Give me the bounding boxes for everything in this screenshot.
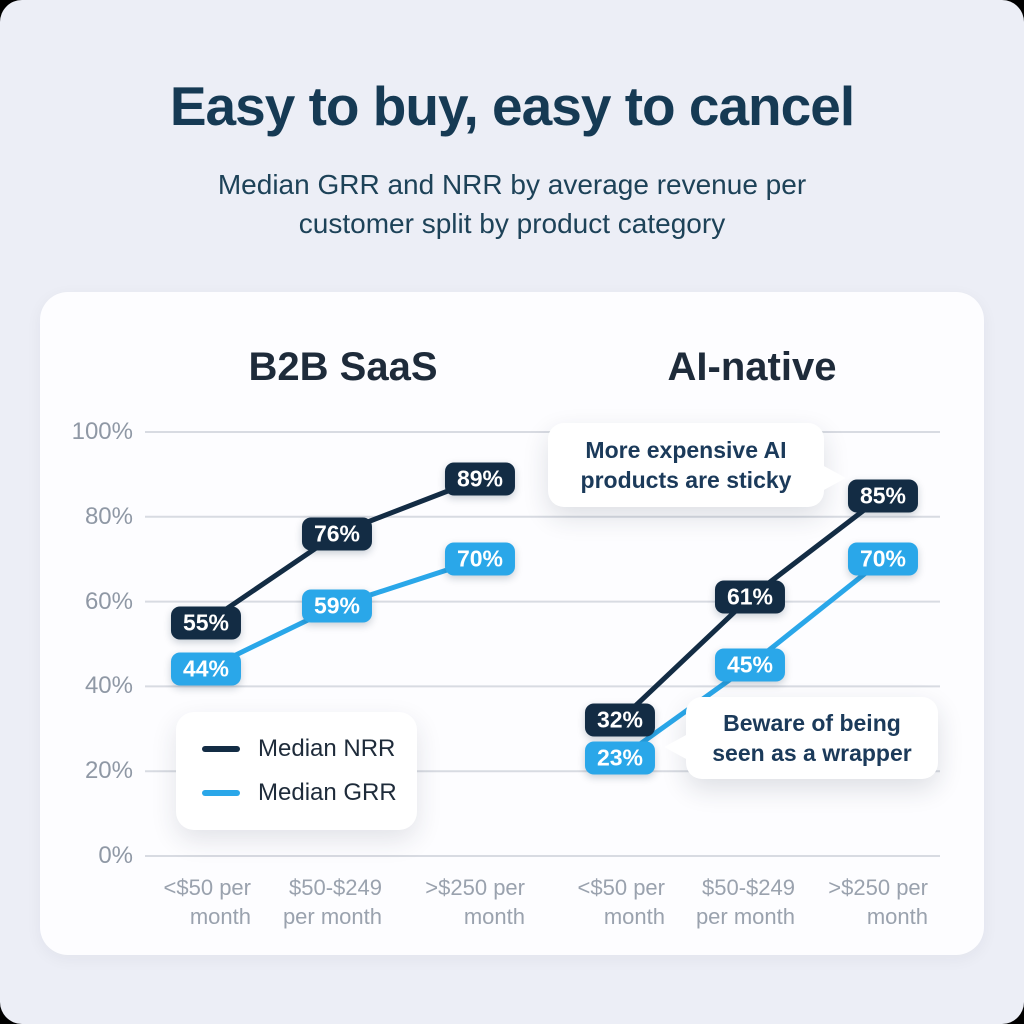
x-axis-tick: $50-$249 per month [222,873,382,931]
data-label-chip: 59% [301,589,373,623]
median-grr-line-swatch [202,790,240,796]
x-axis-tick: $50-$249 per month [635,873,795,931]
legend-item-median-nrr: Median NRR [202,735,417,763]
x-axis-tick-line: >$250 per [828,875,928,900]
y-axis-tick: 40% [84,672,133,700]
data-label-chip: 89% [444,462,516,496]
data-label-chip: 45% [714,648,786,682]
legend-label-median-grr: Median GRR [258,779,397,806]
data-label-chip: 23% [584,741,656,775]
x-axis-tick: >$250 per month [365,873,525,931]
callout-arrow-right-icon [822,465,846,491]
x-axis-tick-line: $50-$249 [702,875,795,900]
x-axis-tick-line: month [189,904,251,929]
x-axis-tick: <$50 per month [91,873,251,931]
callout-arrow-left-icon [664,734,688,760]
legend-item-median-grr: Median GRR [202,779,417,807]
page-title: Easy to buy, easy to cancel [169,75,855,137]
subtitle-line-2: customer split by product category [298,208,726,239]
x-axis-tick-line: month [866,904,928,929]
data-label-chip: 70% [847,542,919,576]
data-label-chip: 61% [714,580,786,614]
subtitle-line-1: Median GRR and NRR by average revenue pe… [217,169,807,200]
annotation-sticky-text: More expensive AI products are sticky [581,435,792,495]
data-label-chip: 32% [584,703,656,737]
x-axis-tick: <$50 per month [505,873,665,931]
annotation-wrapper-text: Beware of being seen as a wrapper [712,708,911,768]
x-axis-tick-line: >$250 per [425,875,525,900]
x-axis-tick-line: per month [282,904,382,929]
annotation-wrapper-callout: Beware of being seen as a wrapper [664,697,938,779]
data-label-chip: 76% [301,517,373,551]
group-title-b2b-saas: B2B SaaS [248,345,438,389]
y-axis-tick: 60% [84,587,133,615]
median-nrr-line-swatch [202,746,240,752]
data-label-chip: 70% [444,542,516,576]
annotation-line: More expensive AI [585,437,787,463]
data-label-chip: 44% [170,652,242,686]
x-axis-tick-line: month [603,904,665,929]
annotation-sticky-callout: More expensive AI products are sticky [548,423,846,507]
x-axis-tick: >$250 per month [768,873,928,931]
page-subtitle: Median GRR and NRR by average revenue pe… [0,165,1024,243]
x-axis-tick-line: <$50 per [163,875,251,900]
annotation-line: products are sticky [580,467,792,493]
x-axis-tick-line: <$50 per [577,875,665,900]
group-title-ai-native: AI-native [667,345,837,389]
chart-legend: Median NRR Median GRR [176,712,417,830]
annotation-line: Beware of being [723,710,901,736]
data-label-chip: 85% [847,479,919,513]
x-axis-tick-line: month [463,904,525,929]
x-axis-tick-line: $50-$249 [289,875,382,900]
y-axis-tick: 100% [71,418,133,445]
y-axis-tick: 0% [98,842,133,869]
x-axis-tick-line: per month [695,904,795,929]
legend-label-median-nrr: Median NRR [258,735,396,762]
y-axis-tick: 80% [84,502,133,530]
data-label-chip: 55% [170,606,242,640]
y-axis-tick: 20% [84,757,133,785]
annotation-line: seen as a wrapper [712,740,912,766]
